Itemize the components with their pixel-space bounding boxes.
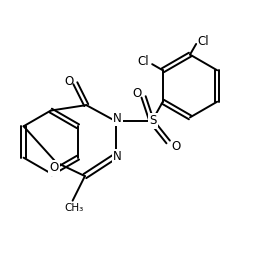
Text: CH₃: CH₃ [64, 203, 84, 213]
Text: Cl: Cl [138, 55, 150, 68]
Text: O: O [64, 75, 73, 88]
Text: O: O [49, 161, 59, 174]
Text: N: N [113, 150, 121, 164]
Text: O: O [172, 140, 181, 153]
Text: N: N [113, 112, 121, 125]
Text: Cl: Cl [198, 35, 209, 48]
Text: S: S [150, 114, 157, 127]
Text: O: O [132, 87, 141, 100]
